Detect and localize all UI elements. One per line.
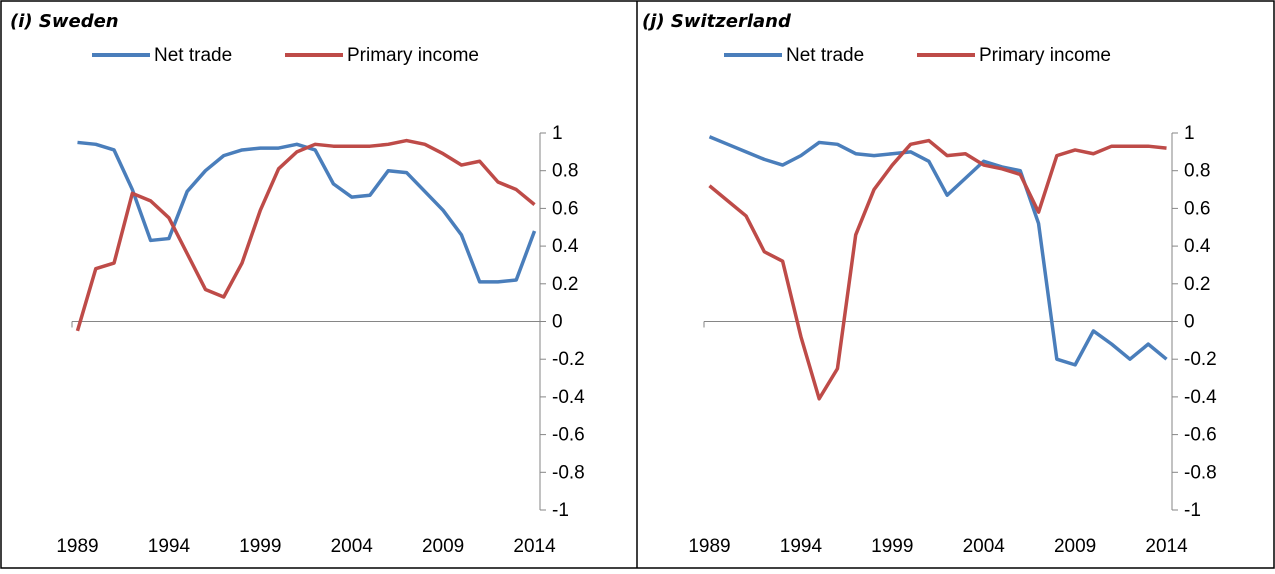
y-tick-label: 0.4 <box>552 236 579 257</box>
chart-title: (j) Switzerland <box>642 11 792 32</box>
y-tick-label: -0.6 <box>1184 425 1217 446</box>
x-tick-label: 1994 <box>780 536 823 557</box>
y-tick-label: 0.8 <box>1184 161 1210 182</box>
y-tick-label: 0 <box>552 312 563 333</box>
y-tick-label: -0.8 <box>552 462 585 483</box>
y-tick-label: -0.2 <box>1184 349 1217 370</box>
x-tick-label: 2014 <box>513 536 556 557</box>
x-tick-label: 1999 <box>871 536 913 557</box>
series-line <box>75 138 536 332</box>
y-tick-label: -0.6 <box>552 425 585 446</box>
y-tick-label: -1 <box>1184 500 1201 521</box>
legend-label: Primary income <box>979 45 1111 66</box>
x-tick-label: 2004 <box>331 536 374 557</box>
x-tick-label: 2014 <box>1145 536 1188 557</box>
legend-label: Net trade <box>154 45 232 66</box>
y-tick-label: -0.2 <box>552 349 585 370</box>
y-tick-label: 1 <box>1184 123 1195 144</box>
x-tick-label: 1989 <box>56 536 98 557</box>
y-tick-label: 0.2 <box>552 274 578 295</box>
x-tick-label: 2004 <box>963 536 1006 557</box>
x-tick-label: 1989 <box>688 536 730 557</box>
y-tick-label: 0.8 <box>552 161 578 182</box>
series-line <box>708 135 1168 367</box>
x-tick-label: 2009 <box>422 536 464 557</box>
y-tick-label: -0.4 <box>1184 387 1217 408</box>
y-tick-label: 0.2 <box>1184 274 1210 295</box>
legend-label: Primary income <box>347 45 479 66</box>
series-line <box>708 138 1167 401</box>
x-tick-label: 1999 <box>239 536 281 557</box>
y-tick-label: 0.6 <box>552 198 578 219</box>
legend-label: Net trade <box>786 45 864 66</box>
y-tick-label: 0.4 <box>1184 236 1211 257</box>
y-tick-label: 1 <box>552 123 563 144</box>
chart-title: (i) Sweden <box>10 11 119 32</box>
y-tick-label: 0.6 <box>1184 198 1210 219</box>
x-tick-label: 2009 <box>1054 536 1096 557</box>
y-tick-label: 0 <box>1184 312 1195 333</box>
x-tick-label: 1994 <box>148 536 191 557</box>
y-tick-label: -0.4 <box>552 387 585 408</box>
y-tick-label: -1 <box>552 500 569 521</box>
y-tick-label: -0.8 <box>1184 462 1217 483</box>
